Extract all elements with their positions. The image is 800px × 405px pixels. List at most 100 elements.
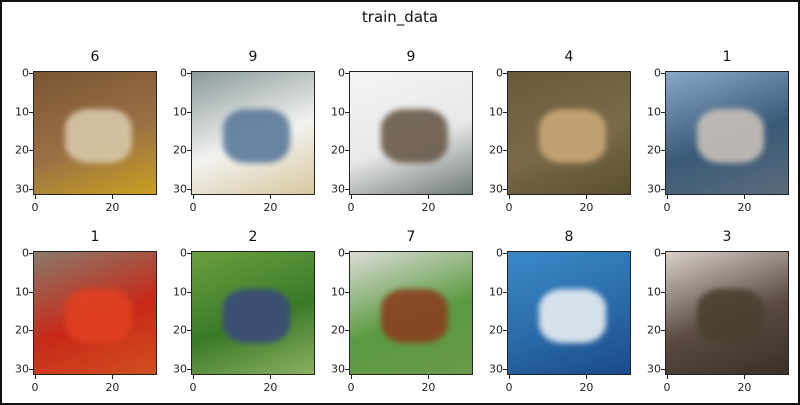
y-tick bbox=[503, 111, 507, 113]
y-tick bbox=[503, 72, 507, 74]
y-tick bbox=[187, 150, 191, 152]
y-tick-label: 30 bbox=[15, 362, 29, 376]
image-subplot: 3 0 10 20 30 0 20 bbox=[647, 229, 789, 394]
y-tick bbox=[503, 291, 507, 293]
y-tick-label: 10 bbox=[331, 105, 345, 119]
y-tick-label: 30 bbox=[647, 182, 661, 196]
y-tick-label: 30 bbox=[15, 182, 29, 196]
image-subject bbox=[380, 108, 448, 164]
x-tick-label: 0 bbox=[663, 201, 671, 214]
x-tick bbox=[192, 195, 194, 199]
y-tick bbox=[661, 150, 665, 152]
sample-image bbox=[349, 251, 473, 375]
y-tick-label: 0 bbox=[654, 246, 661, 260]
y-tick-label: 0 bbox=[496, 246, 503, 260]
x-tick-label: 20 bbox=[579, 201, 594, 214]
y-tick-label: 20 bbox=[173, 323, 187, 337]
sample-image bbox=[507, 251, 631, 375]
sample-image bbox=[665, 251, 789, 375]
y-tick-label: 0 bbox=[496, 66, 503, 80]
x-tick bbox=[744, 375, 746, 379]
subplot-title: 9 bbox=[406, 49, 416, 65]
y-tick-label: 10 bbox=[489, 285, 503, 299]
y-tick bbox=[29, 189, 33, 191]
y-tick bbox=[29, 72, 33, 74]
image-subject bbox=[222, 108, 290, 164]
y-tick-label: 0 bbox=[338, 246, 345, 260]
x-tick-label: 0 bbox=[347, 201, 355, 214]
x-tick-label: 0 bbox=[663, 381, 671, 394]
sample-image bbox=[191, 251, 315, 375]
x-tick bbox=[508, 375, 510, 379]
y-tick bbox=[187, 111, 191, 113]
figure-title: train_data bbox=[361, 8, 439, 26]
y-tick-label: 20 bbox=[331, 323, 345, 337]
image-subject bbox=[696, 288, 764, 344]
x-tick bbox=[586, 375, 588, 379]
x-tick bbox=[350, 375, 352, 379]
image-subplot: 6 0 10 20 30 0 20 bbox=[15, 49, 157, 214]
y-tick bbox=[29, 369, 33, 371]
x-tick bbox=[192, 375, 194, 379]
y-tick-label: 20 bbox=[489, 323, 503, 337]
y-tick-label: 30 bbox=[489, 362, 503, 376]
sample-image bbox=[33, 251, 157, 375]
image-subject bbox=[64, 288, 132, 344]
x-tick-label: 20 bbox=[263, 381, 278, 394]
x-tick bbox=[34, 375, 36, 379]
sample-image bbox=[191, 71, 315, 195]
y-tick-label: 0 bbox=[180, 246, 187, 260]
x-tick-label: 0 bbox=[189, 201, 197, 214]
x-tick-label: 20 bbox=[579, 381, 594, 394]
x-tick-label: 20 bbox=[421, 201, 436, 214]
image-subject bbox=[538, 108, 606, 164]
image-subject bbox=[696, 108, 764, 164]
image-subplot: 4 0 10 20 30 0 20 bbox=[489, 49, 631, 214]
y-tick-label: 10 bbox=[173, 285, 187, 299]
y-tick bbox=[661, 369, 665, 371]
x-tick bbox=[270, 375, 272, 379]
image-subject bbox=[380, 288, 448, 344]
y-tick-label: 10 bbox=[331, 285, 345, 299]
y-tick bbox=[661, 330, 665, 332]
x-tick-label: 0 bbox=[189, 381, 197, 394]
y-tick bbox=[187, 369, 191, 371]
y-tick bbox=[345, 252, 349, 254]
y-tick bbox=[503, 189, 507, 191]
y-tick-label: 20 bbox=[647, 143, 661, 157]
subplot-title: 8 bbox=[564, 229, 574, 245]
x-tick bbox=[586, 195, 588, 199]
image-subplot: 8 0 10 20 30 0 20 bbox=[489, 229, 631, 394]
y-tick bbox=[661, 252, 665, 254]
x-tick bbox=[350, 195, 352, 199]
image-subplot: 1 0 10 20 30 0 20 bbox=[647, 49, 789, 214]
y-tick-label: 0 bbox=[654, 66, 661, 80]
x-tick-label: 20 bbox=[105, 381, 120, 394]
x-tick bbox=[666, 375, 668, 379]
y-tick-label: 20 bbox=[173, 143, 187, 157]
y-tick bbox=[661, 291, 665, 293]
y-tick-label: 30 bbox=[647, 362, 661, 376]
y-tick-label: 10 bbox=[173, 105, 187, 119]
y-tick-label: 30 bbox=[331, 362, 345, 376]
y-tick bbox=[503, 252, 507, 254]
image-subject bbox=[64, 108, 132, 164]
x-tick bbox=[112, 375, 114, 379]
y-tick bbox=[187, 189, 191, 191]
subplot-title: 7 bbox=[406, 229, 416, 245]
y-tick bbox=[29, 111, 33, 113]
sample-image bbox=[665, 71, 789, 195]
y-tick bbox=[661, 111, 665, 113]
y-tick bbox=[345, 330, 349, 332]
y-tick bbox=[29, 330, 33, 332]
y-tick bbox=[345, 72, 349, 74]
y-tick bbox=[345, 369, 349, 371]
x-tick-label: 0 bbox=[347, 381, 355, 394]
x-tick bbox=[428, 375, 430, 379]
x-tick bbox=[508, 195, 510, 199]
y-tick-label: 10 bbox=[15, 105, 29, 119]
y-tick bbox=[345, 189, 349, 191]
x-tick bbox=[112, 195, 114, 199]
y-tick-label: 10 bbox=[489, 105, 503, 119]
